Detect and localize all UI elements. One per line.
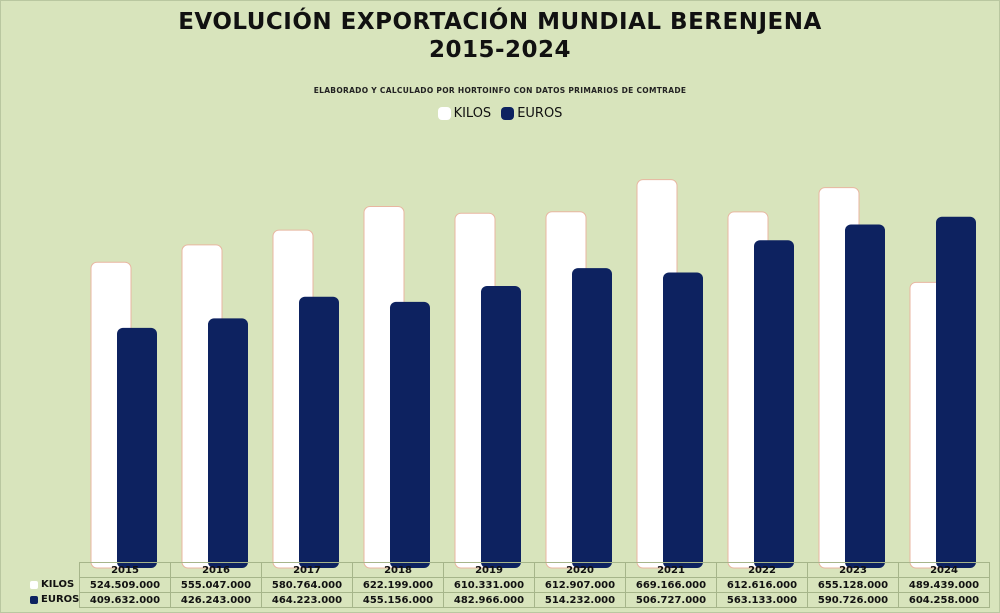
table-euros-2018: 455.156.000 bbox=[352, 592, 444, 608]
legend-item-kilos: KILOS bbox=[437, 106, 492, 121]
table-euros-2022: 563.133.000 bbox=[716, 592, 808, 608]
table-kilos-2016: 555.047.000 bbox=[170, 577, 262, 593]
table-euros-2024: 604.258.000 bbox=[898, 592, 990, 608]
data-table-row-euros: 409.632.000 426.243.000 464.223.000 455.156… bbox=[79, 592, 990, 608]
data-table-header-row: 2015 2016 2017 2018 2019 2020 2021 2022 2023 2024 bbox=[79, 562, 990, 578]
table-kilos-2015: 524.509.000 bbox=[79, 577, 171, 593]
table-kilos-2018: 622.199.000 bbox=[352, 577, 444, 593]
bar-euros-2017 bbox=[299, 296, 339, 568]
bar-euros-2019 bbox=[481, 286, 521, 568]
table-kilos-2020: 612.907.000 bbox=[534, 577, 626, 593]
table-year-2021: 2021 bbox=[625, 562, 717, 578]
table-year-2018: 2018 bbox=[352, 562, 444, 578]
table-year-2024: 2024 bbox=[898, 562, 990, 578]
bar-euros-2023 bbox=[845, 224, 885, 568]
table-kilos-2019: 610.331.000 bbox=[443, 577, 535, 593]
bar-euros-2018 bbox=[390, 301, 430, 568]
table-year-2020: 2020 bbox=[534, 562, 626, 578]
table-kilos-2023: 655.128.000 bbox=[807, 577, 899, 593]
table-euros-2023: 590.726.000 bbox=[807, 592, 899, 608]
table-kilos-2024: 489.439.000 bbox=[898, 577, 990, 593]
table-euros-2016: 426.243.000 bbox=[170, 592, 262, 608]
data-table-row-kilos: 524.509.000 555.047.000 580.764.000 622.199… bbox=[79, 577, 990, 593]
table-kilos-2022: 612.616.000 bbox=[716, 577, 808, 593]
row-label-kilos-text: KILOS bbox=[41, 579, 75, 590]
legend-label-euros: EUROS bbox=[517, 106, 563, 121]
data-table-row-labels: KILOS EUROS bbox=[30, 577, 79, 607]
title-line-1: EVOLUCIÓN EXPORTACIÓN MUNDIAL BERENJENA bbox=[178, 9, 822, 35]
table-euros-2015: 409.632.000 bbox=[79, 592, 171, 608]
row-label-kilos: KILOS bbox=[30, 577, 79, 592]
bar-euros-2016 bbox=[208, 318, 248, 568]
bar-euros-2020 bbox=[572, 268, 612, 568]
table-year-2017: 2017 bbox=[261, 562, 353, 578]
table-year-2023: 2023 bbox=[807, 562, 899, 578]
legend-item-euros: EUROS bbox=[501, 106, 562, 121]
bar-euros-2015 bbox=[117, 327, 157, 568]
table-kilos-2017: 580.764.000 bbox=[261, 577, 353, 593]
table-kilos-2021: 669.166.000 bbox=[625, 577, 717, 593]
bar-euros-2022 bbox=[754, 240, 794, 568]
data-table: 2015 2016 2017 2018 2019 2020 2021 2022 2023 2024… bbox=[79, 562, 990, 608]
table-euros-2017: 464.223.000 bbox=[261, 592, 353, 608]
table-year-2019: 2019 bbox=[443, 562, 535, 578]
table-euros-2019: 482.966.000 bbox=[443, 592, 535, 608]
table-euros-2021: 506.727.000 bbox=[625, 592, 717, 608]
bar-euros-2021 bbox=[663, 272, 703, 568]
table-year-2015: 2015 bbox=[79, 562, 171, 578]
row-swatch-euros bbox=[30, 595, 38, 604]
row-swatch-kilos bbox=[30, 580, 38, 589]
legend-swatch-kilos bbox=[437, 107, 451, 120]
legend-swatch-euros bbox=[501, 107, 515, 120]
title-line-2: 2015-2024 bbox=[428, 37, 572, 63]
bar-euros-2024 bbox=[936, 216, 976, 568]
chart-title: EVOLUCIÓN EXPORTACIÓN MUNDIAL BERENJENA … bbox=[0, 8, 1000, 64]
row-label-euros-text: EUROS bbox=[41, 594, 80, 605]
chart-subtitle: ELABORADO Y CALCULADO POR HORTOINFO CON … bbox=[313, 86, 687, 95]
table-year-2022: 2022 bbox=[716, 562, 808, 578]
row-label-euros: EUROS bbox=[30, 592, 79, 607]
legend: KILOS EUROS bbox=[0, 106, 1000, 121]
table-euros-2020: 514.232.000 bbox=[534, 592, 626, 608]
table-year-2016: 2016 bbox=[170, 562, 262, 578]
legend-label-kilos: KILOS bbox=[453, 106, 492, 121]
